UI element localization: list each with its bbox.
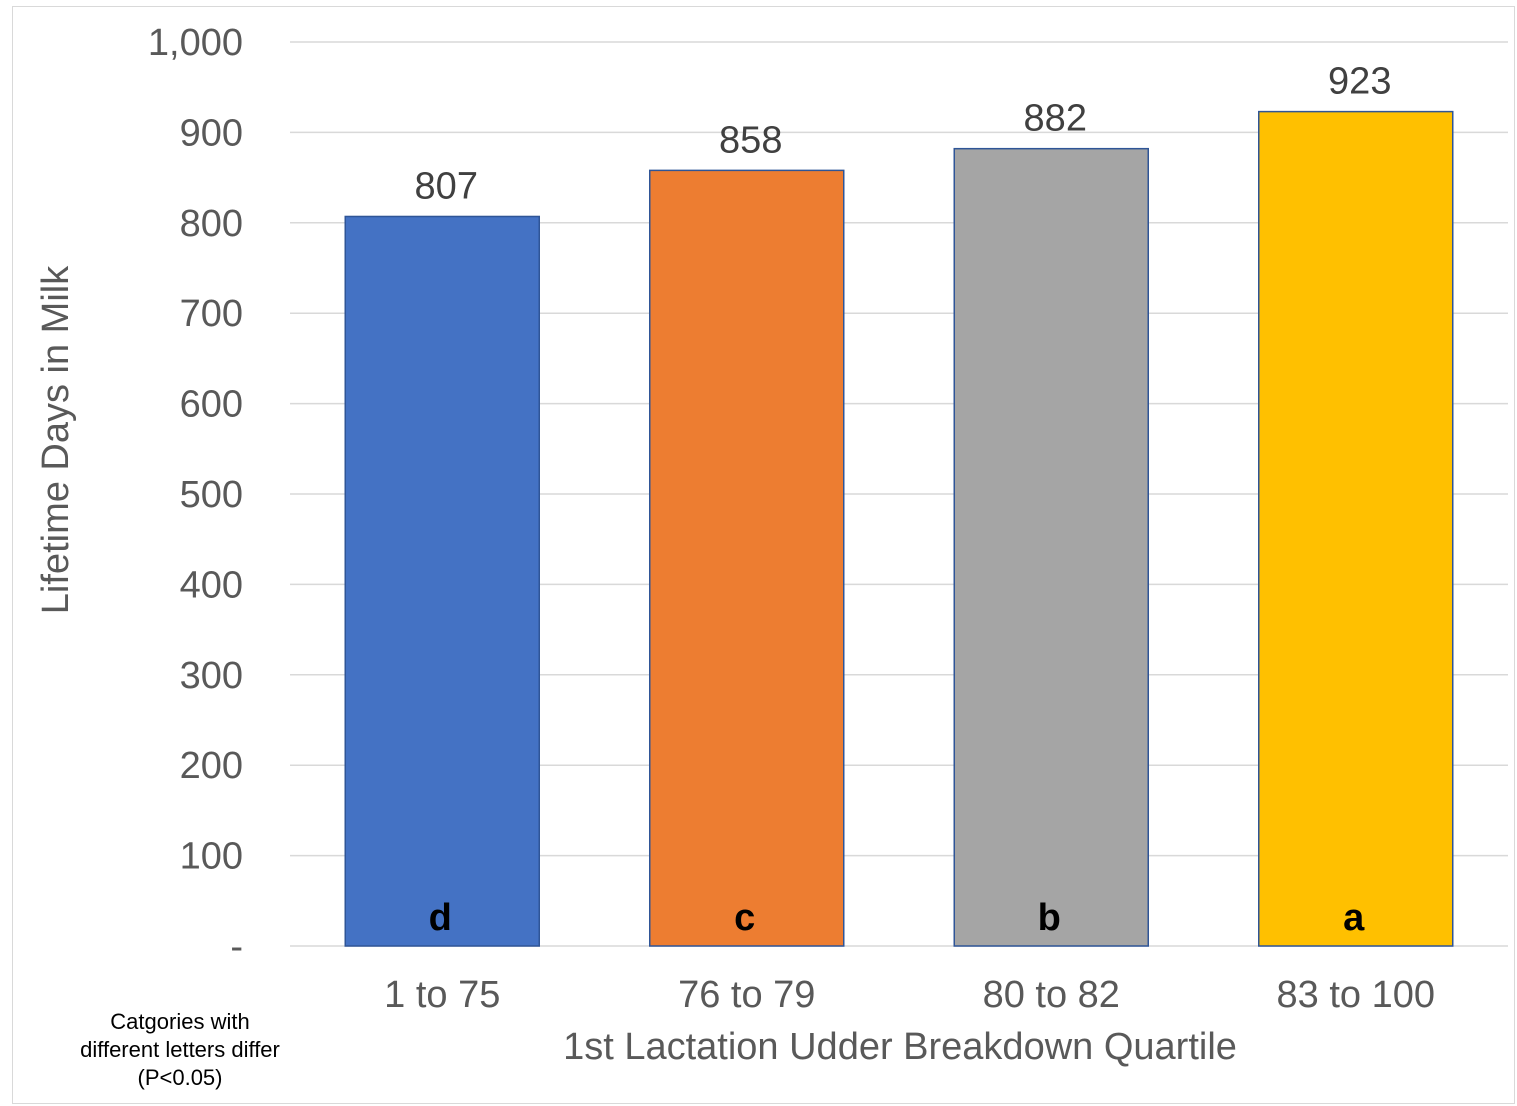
footnote-line-2: different letters differ: [80, 1037, 280, 1062]
y-tick-label: 600: [180, 384, 243, 426]
data-label: 807: [415, 165, 478, 207]
y-tick-label: 700: [180, 293, 243, 335]
x-axis-ticks: 1 to 75 76 to 79 80 to 82 83 to 100: [384, 974, 1435, 1016]
significance-letter: c: [734, 897, 755, 939]
bar-labels: 807 d 858 c 882 b 923 a: [415, 61, 1392, 939]
y-axis-title: Lifetime Days in Milk: [35, 265, 77, 614]
y-tick-label: 100: [180, 836, 243, 878]
y-tick-label: 300: [180, 655, 243, 697]
y-tick-label: 500: [180, 474, 243, 516]
y-tick-label: -: [230, 926, 243, 968]
significance-letter: d: [429, 897, 452, 939]
x-axis-title: 1st Lactation Udder Breakdown Quartile: [563, 1026, 1237, 1068]
bar: [649, 169, 845, 947]
chart-frame: [12, 6, 1515, 1104]
x-tick-label: 80 to 82: [983, 974, 1120, 1016]
y-tick-label: 800: [180, 203, 243, 245]
y-tick-label: 1,000: [148, 22, 243, 64]
footnote-line-1: Catgories with: [110, 1009, 249, 1034]
bar: [344, 215, 540, 947]
x-tick-label: 76 to 79: [678, 974, 815, 1016]
y-axis-ticks: - 100 200 300 400 500 600 700 800 900 1,000: [148, 22, 243, 968]
bars: [344, 110, 1454, 947]
significance-letter: b: [1038, 897, 1061, 939]
y-tick-label: 400: [180, 564, 243, 606]
footnote: Catgories with different letters differ …: [80, 1009, 280, 1090]
bar: [1258, 110, 1454, 947]
bar: [953, 147, 1149, 947]
y-tick-label: 900: [180, 112, 243, 154]
y-tick-label: 200: [180, 745, 243, 787]
data-label: 858: [719, 119, 782, 161]
footnote-line-3: (P<0.05): [138, 1065, 223, 1090]
data-label: 882: [1024, 98, 1087, 140]
x-tick-label: 1 to 75: [384, 974, 500, 1016]
x-tick-label: 83 to 100: [1277, 974, 1435, 1016]
data-label: 923: [1328, 61, 1391, 103]
significance-letter: a: [1343, 897, 1365, 939]
